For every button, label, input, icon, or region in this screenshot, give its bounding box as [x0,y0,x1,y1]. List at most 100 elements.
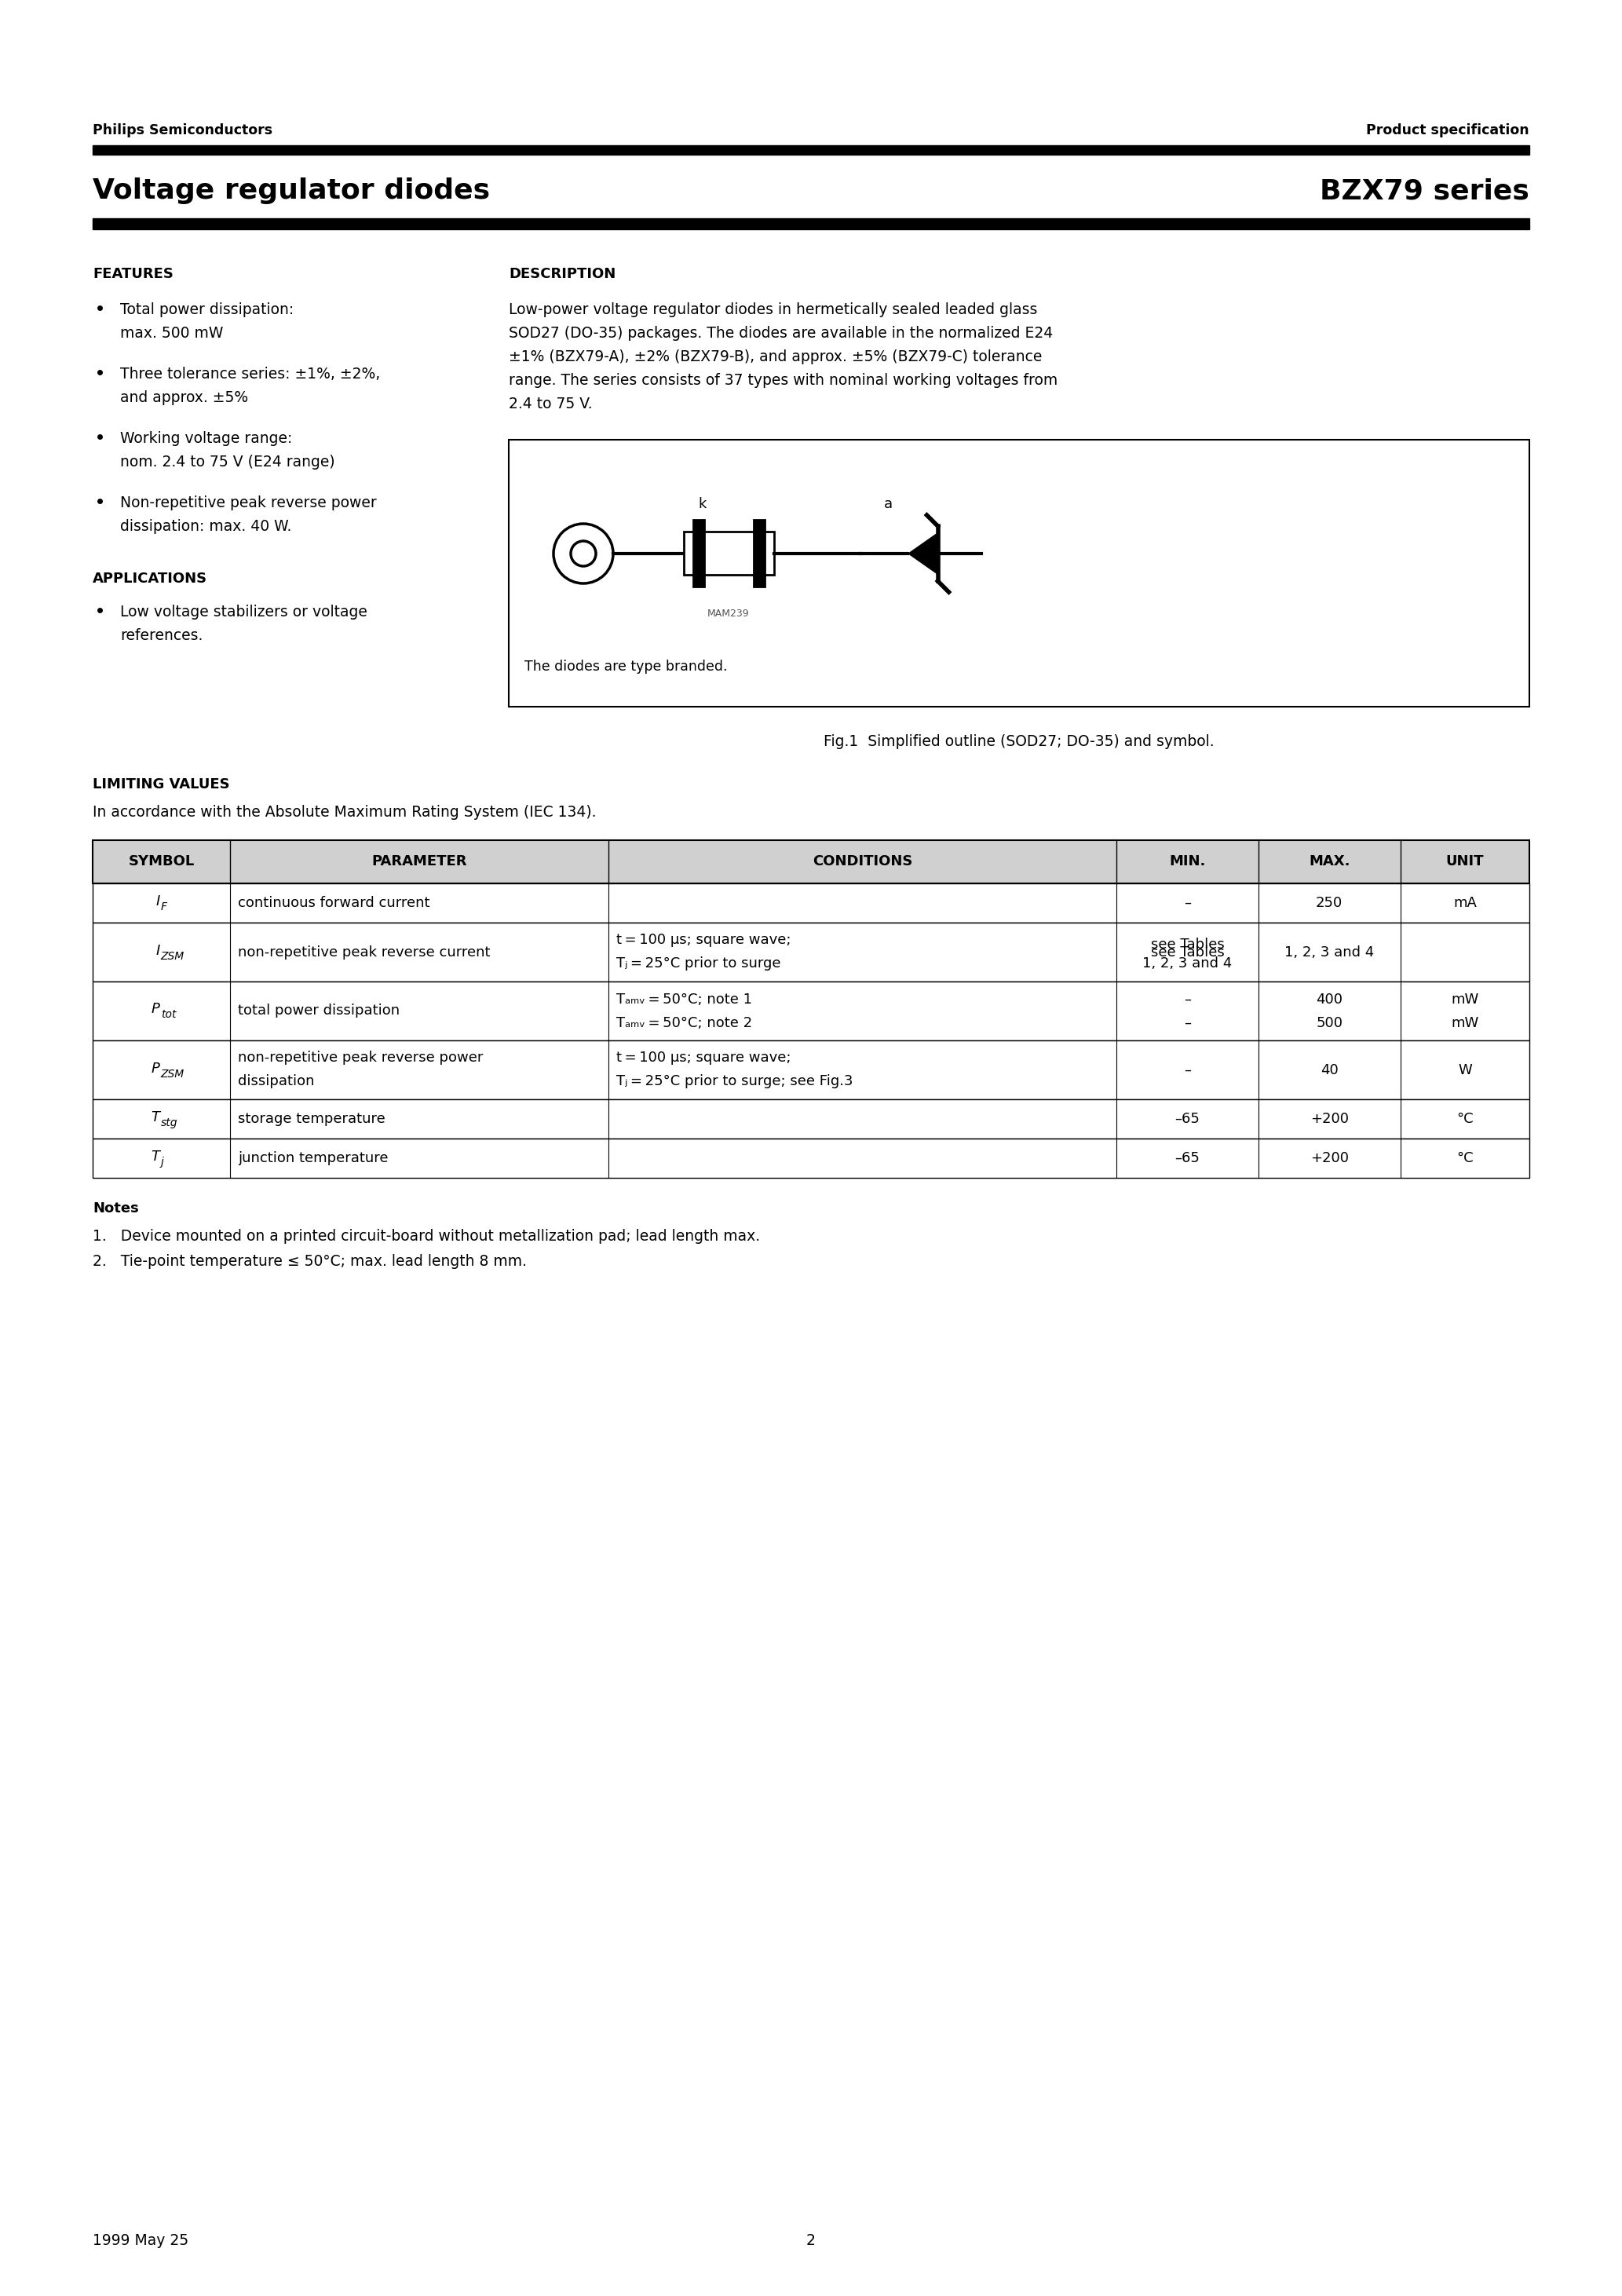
Text: dissipation: max. 40 W.: dissipation: max. 40 W. [120,519,292,535]
Text: Tₐₘᵥ = 50°C; note 2: Tₐₘᵥ = 50°C; note 2 [616,1015,753,1031]
Text: –65: –65 [1174,1150,1200,1166]
Text: –: – [1184,1063,1191,1077]
Text: F: F [161,902,167,912]
Bar [92,145,1530,154]
Text: 2: 2 [806,2234,816,2248]
Bar [92,923,1530,980]
Text: PARAMETER: PARAMETER [371,854,467,868]
Text: SYMBOL: SYMBOL [128,854,195,868]
Text: 250: 250 [1315,895,1343,909]
Bar [92,1100,1530,1139]
Text: non-repetitive peak reverse current: non-repetitive peak reverse current [238,946,490,960]
Text: mW: mW [1452,1015,1479,1031]
Text: 40: 40 [1320,1063,1338,1077]
Text: BZX79 series: BZX79 series [1320,177,1530,204]
Text: mA: mA [1453,895,1476,909]
Bar [693,519,704,585]
Text: MAM239: MAM239 [707,608,749,618]
Text: 1999 May 25: 1999 May 25 [92,2234,188,2248]
Text: Low-power voltage regulator diodes in hermetically sealed leaded glass: Low-power voltage regulator diodes in he… [509,303,1038,317]
Bar [92,840,1530,884]
Text: a: a [884,496,892,512]
Bar [754,519,764,585]
Text: Fig.1  Simplified outline (SOD27; DO-35) and symbol.: Fig.1 Simplified outline (SOD27; DO-35) … [824,735,1215,748]
Text: 1.   Device mounted on a printed circuit-board without metallization pad; lead l: 1. Device mounted on a printed circuit-b… [92,1228,761,1244]
Text: Working voltage range:: Working voltage range: [120,432,292,445]
Text: ±1% (BZX79-A), ±2% (BZX79-B), and approx. ±5% (BZX79-C) tolerance: ±1% (BZX79-A), ±2% (BZX79-B), and approx… [509,349,1041,365]
Text: The diodes are type branded.: The diodes are type branded. [524,659,727,673]
Text: 2.4 to 75 V.: 2.4 to 75 V. [509,397,592,411]
Text: and approx. ±5%: and approx. ±5% [120,390,248,404]
Text: dissipation: dissipation [238,1075,315,1088]
Text: LIMITING VALUES: LIMITING VALUES [92,778,230,792]
Text: j: j [161,1157,164,1169]
Text: T: T [151,1150,161,1164]
Text: Notes: Notes [92,1201,139,1215]
Text: max. 500 mW: max. 500 mW [120,326,224,340]
Text: storage temperature: storage temperature [238,1111,386,1125]
Text: 500: 500 [1315,1015,1343,1031]
Text: UNIT: UNIT [1445,854,1484,868]
Text: DESCRIPTION: DESCRIPTION [509,266,616,280]
Text: 1, 2, 3 and 4: 1, 2, 3 and 4 [1285,946,1374,960]
Text: MIN.: MIN. [1169,854,1205,868]
Text: ZSM: ZSM [161,951,185,962]
Text: MAX.: MAX. [1309,854,1350,868]
Text: W: W [1458,1063,1471,1077]
Bar [92,1040,1530,1100]
Text: Tⱼ = 25°C prior to surge; see Fig.3: Tⱼ = 25°C prior to surge; see Fig.3 [616,1075,853,1088]
Text: P: P [151,1061,161,1075]
Text: range. The series consists of 37 types with nominal working voltages from: range. The series consists of 37 types w… [509,372,1058,388]
Text: continuous forward current: continuous forward current [238,895,430,909]
Text: °C: °C [1457,1111,1473,1125]
Text: I: I [156,895,161,909]
Text: 1, 2, 3 and 4: 1, 2, 3 and 4 [1142,957,1233,971]
Text: T: T [151,1111,161,1125]
Text: –: – [1184,1015,1191,1031]
Text: k: k [697,496,706,512]
Text: non-repetitive peak reverse power: non-repetitive peak reverse power [238,1052,483,1065]
Text: –65: –65 [1174,1111,1200,1125]
Text: 2.   Tie-point temperature ≤ 50°C; max. lead length 8 mm.: 2. Tie-point temperature ≤ 50°C; max. le… [92,1254,527,1270]
Text: see Tables: see Tables [1150,946,1225,960]
Bar [92,980,1530,1040]
Text: Philips Semiconductors: Philips Semiconductors [92,124,272,138]
Text: In accordance with the Absolute Maximum Rating System (IEC 134).: In accordance with the Absolute Maximum … [92,806,597,820]
Text: Low voltage stabilizers or voltage: Low voltage stabilizers or voltage [120,604,367,620]
Text: Total power dissipation:: Total power dissipation: [120,303,294,317]
Bar [684,533,774,574]
Text: P: P [151,1003,161,1017]
Bar [92,218,1530,230]
Text: Voltage regulator diodes: Voltage regulator diodes [92,177,490,204]
Polygon shape [908,533,938,574]
Text: references.: references. [120,629,203,643]
Text: t = 100 μs; square wave;: t = 100 μs; square wave; [616,932,792,948]
Text: CONDITIONS: CONDITIONS [813,854,913,868]
Text: 400: 400 [1315,992,1343,1006]
Text: °C: °C [1457,1150,1473,1166]
Text: +200: +200 [1311,1150,1348,1166]
Text: ZSM: ZSM [161,1068,185,1079]
Text: FEATURES: FEATURES [92,266,174,280]
Text: see Tables: see Tables [1150,937,1225,951]
Bar [92,884,1530,923]
Bar [509,441,1530,707]
Bar [92,1139,1530,1178]
Text: APPLICATIONS: APPLICATIONS [92,572,208,585]
Text: –: – [1184,992,1191,1006]
Text: Three tolerance series: ±1%, ±2%,: Three tolerance series: ±1%, ±2%, [120,367,380,381]
Text: mW: mW [1452,992,1479,1006]
Text: nom. 2.4 to 75 V (E24 range): nom. 2.4 to 75 V (E24 range) [120,455,334,471]
Text: tot: tot [161,1010,177,1019]
Text: total power dissipation: total power dissipation [238,1003,401,1017]
Text: Tⱼ = 25°C prior to surge: Tⱼ = 25°C prior to surge [616,957,782,971]
Text: I: I [156,944,161,957]
Text: junction temperature: junction temperature [238,1150,389,1166]
Text: +200: +200 [1311,1111,1348,1125]
Text: stg: stg [161,1118,177,1127]
Text: Non-repetitive peak reverse power: Non-repetitive peak reverse power [120,496,376,510]
Text: Tₐₘᵥ = 50°C; note 1: Tₐₘᵥ = 50°C; note 1 [616,992,753,1006]
Text: t = 100 μs; square wave;: t = 100 μs; square wave; [616,1052,792,1065]
Text: –: – [1184,895,1191,909]
Text: SOD27 (DO-35) packages. The diodes are available in the normalized E24: SOD27 (DO-35) packages. The diodes are a… [509,326,1053,340]
